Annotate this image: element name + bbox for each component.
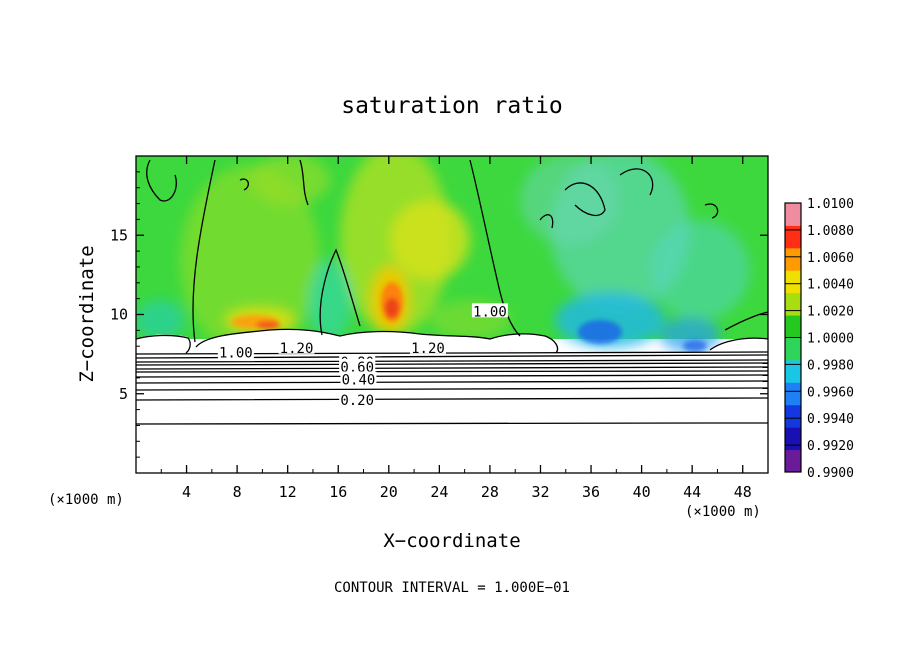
contour-label: 0.20 xyxy=(340,393,374,409)
contour-lines xyxy=(136,159,768,425)
colorbar-segment xyxy=(785,315,801,338)
colorbar-tick-label: 0.9900 xyxy=(807,466,854,481)
contour-label-background xyxy=(339,392,376,407)
colorbar-tick-label: 0.9920 xyxy=(807,439,854,454)
colorbar-segment xyxy=(785,203,801,226)
colorbar-segment xyxy=(785,404,801,428)
colorbar-segment xyxy=(785,292,801,316)
x-tick-label: 28 xyxy=(481,483,499,501)
contour-label: 1.00 xyxy=(219,346,253,362)
colorbar-segment xyxy=(785,337,801,361)
contour-label-background xyxy=(340,371,377,386)
contour-label-background xyxy=(409,339,446,354)
x-tick-label: 32 xyxy=(531,483,549,501)
x-tick-label: 36 xyxy=(582,483,600,501)
x-tick-label: 8 xyxy=(233,483,242,501)
x-tick-label: 44 xyxy=(683,483,701,501)
contour-interval-note: CONTOUR INTERVAL = 1.000E−01 xyxy=(334,580,570,596)
x-tick-label: 24 xyxy=(430,483,448,501)
x-tick-label: 40 xyxy=(633,483,651,501)
contour-label: 1.20 xyxy=(280,341,314,357)
x-tick-label: 12 xyxy=(279,483,297,501)
contour-label: 1.20 xyxy=(411,341,445,357)
colorbar-tick-label: 0.9940 xyxy=(807,412,854,427)
colorbar: 0.9900 0.9920 0.9940 0.9960 0.9980 1.0000 1.00… xyxy=(784,197,854,481)
contour-label: 0.40 xyxy=(342,372,376,388)
colorbar-segment xyxy=(785,359,801,383)
x-tick-label: 16 xyxy=(329,483,347,501)
colorbar-tick-label: 1.0100 xyxy=(807,197,854,212)
x-axis-unit-right: (×1000 m) xyxy=(685,504,761,520)
colorbar-tick-label: 0.9960 xyxy=(807,385,854,400)
colorbar-tick-label: 1.0080 xyxy=(807,224,854,239)
colorbar-tick-label: 1.0060 xyxy=(807,251,854,266)
colorbar-segment xyxy=(785,270,801,294)
contour-label-background xyxy=(217,344,254,359)
colorbar-tick-label: 1.0000 xyxy=(807,332,854,347)
y-axis-label: Z−coordinate xyxy=(76,245,98,382)
x-tick-label: 4 xyxy=(182,483,191,501)
plot-area: 1.001.201.201.000.800.600.400.20 xyxy=(136,156,768,473)
x-tick-label: 48 xyxy=(734,483,752,501)
contour-label-background xyxy=(278,339,315,354)
x-axis-unit-left: (×1000 m) xyxy=(48,492,124,508)
y-tick-label: 15 xyxy=(110,226,128,244)
x-axis: 4 8 12 16 20 24 28 32 36 40 44 48 xyxy=(160,156,752,501)
contour-label-background xyxy=(471,303,508,318)
colorbar-segment xyxy=(785,225,801,249)
contour-labels: 1.001.201.201.000.800.600.400.20 xyxy=(217,303,508,409)
colorbar-segment xyxy=(785,247,801,271)
y-axis: 5 10 15 xyxy=(110,171,768,458)
y-tick-label: 10 xyxy=(110,306,128,324)
colorbar-tick-label: 1.0020 xyxy=(807,305,854,320)
colorbar-tick-label: 0.9980 xyxy=(807,358,854,373)
colorbar-segment xyxy=(785,449,801,473)
contour-label: 1.00 xyxy=(473,304,507,320)
colorbar-segment xyxy=(785,427,801,451)
colorbar-segment xyxy=(785,382,801,406)
colorbar-tick-label: 1.0040 xyxy=(807,278,854,293)
y-tick-label: 5 xyxy=(119,385,128,403)
saturation-field xyxy=(136,156,768,473)
chart-title: saturation ratio xyxy=(341,93,563,119)
x-tick-label: 20 xyxy=(380,483,398,501)
x-axis-label: X−coordinate xyxy=(383,530,520,552)
contour-label-background xyxy=(339,358,376,373)
